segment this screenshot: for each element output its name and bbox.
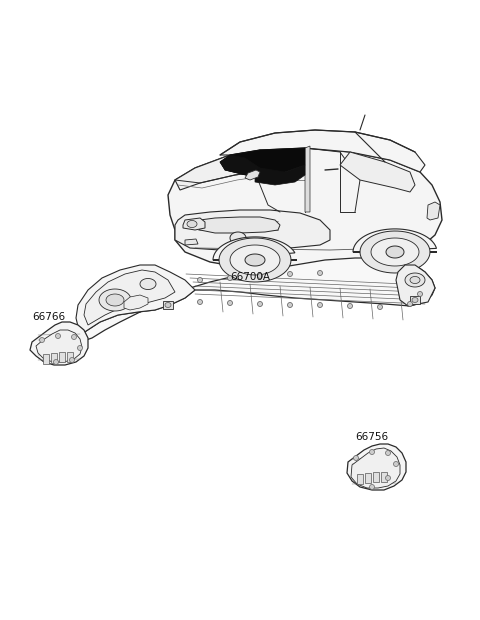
Polygon shape — [305, 146, 310, 212]
Polygon shape — [67, 352, 73, 362]
Polygon shape — [77, 345, 83, 350]
Polygon shape — [197, 299, 203, 304]
Polygon shape — [213, 237, 297, 260]
Polygon shape — [348, 304, 352, 309]
Polygon shape — [197, 278, 203, 283]
Polygon shape — [78, 258, 435, 342]
Polygon shape — [230, 232, 246, 244]
Polygon shape — [163, 301, 173, 309]
Polygon shape — [418, 291, 422, 296]
Text: 66766: 66766 — [32, 312, 65, 322]
Polygon shape — [257, 273, 263, 278]
Polygon shape — [317, 270, 323, 275]
Polygon shape — [76, 265, 195, 335]
Polygon shape — [228, 301, 232, 306]
Polygon shape — [84, 270, 175, 325]
Polygon shape — [220, 155, 260, 176]
Polygon shape — [385, 451, 391, 456]
Polygon shape — [427, 202, 440, 220]
Polygon shape — [220, 148, 305, 176]
Polygon shape — [396, 265, 435, 306]
Polygon shape — [99, 289, 131, 311]
Polygon shape — [185, 239, 198, 245]
Polygon shape — [245, 254, 265, 266]
Polygon shape — [360, 231, 430, 273]
Polygon shape — [39, 337, 45, 342]
Polygon shape — [370, 450, 374, 454]
Polygon shape — [187, 221, 197, 228]
Polygon shape — [220, 130, 425, 172]
Polygon shape — [351, 448, 400, 488]
Polygon shape — [56, 334, 60, 339]
Polygon shape — [140, 278, 156, 290]
Polygon shape — [195, 217, 280, 233]
Polygon shape — [168, 148, 442, 270]
Polygon shape — [43, 354, 49, 364]
Polygon shape — [219, 238, 291, 282]
Text: 66756: 66756 — [355, 432, 388, 442]
Polygon shape — [353, 229, 437, 252]
Polygon shape — [288, 272, 292, 277]
Polygon shape — [394, 461, 398, 466]
Polygon shape — [370, 484, 374, 490]
Polygon shape — [373, 472, 379, 482]
Polygon shape — [53, 360, 59, 365]
Polygon shape — [288, 303, 292, 308]
Polygon shape — [405, 273, 425, 287]
Polygon shape — [228, 275, 232, 280]
Polygon shape — [183, 218, 205, 230]
Polygon shape — [381, 472, 387, 482]
Polygon shape — [36, 330, 82, 362]
Polygon shape — [377, 304, 383, 309]
Text: 66700A: 66700A — [230, 272, 270, 282]
Polygon shape — [385, 476, 391, 480]
Polygon shape — [386, 246, 404, 258]
Polygon shape — [245, 170, 260, 180]
Polygon shape — [408, 301, 412, 306]
Polygon shape — [340, 152, 415, 192]
Polygon shape — [70, 358, 74, 363]
Polygon shape — [175, 210, 330, 250]
Polygon shape — [410, 296, 420, 304]
Polygon shape — [255, 165, 305, 185]
Polygon shape — [51, 353, 57, 363]
Polygon shape — [30, 322, 88, 365]
Polygon shape — [72, 335, 76, 340]
Polygon shape — [357, 474, 363, 484]
Polygon shape — [412, 298, 418, 303]
Polygon shape — [59, 352, 65, 362]
Polygon shape — [165, 303, 171, 308]
Polygon shape — [257, 301, 263, 306]
Polygon shape — [365, 473, 371, 483]
Polygon shape — [106, 294, 124, 306]
Polygon shape — [347, 444, 406, 490]
Polygon shape — [410, 277, 420, 283]
Polygon shape — [353, 456, 359, 461]
Polygon shape — [371, 238, 419, 266]
Polygon shape — [124, 295, 148, 310]
Polygon shape — [175, 148, 305, 190]
Polygon shape — [230, 245, 280, 275]
Polygon shape — [317, 303, 323, 308]
